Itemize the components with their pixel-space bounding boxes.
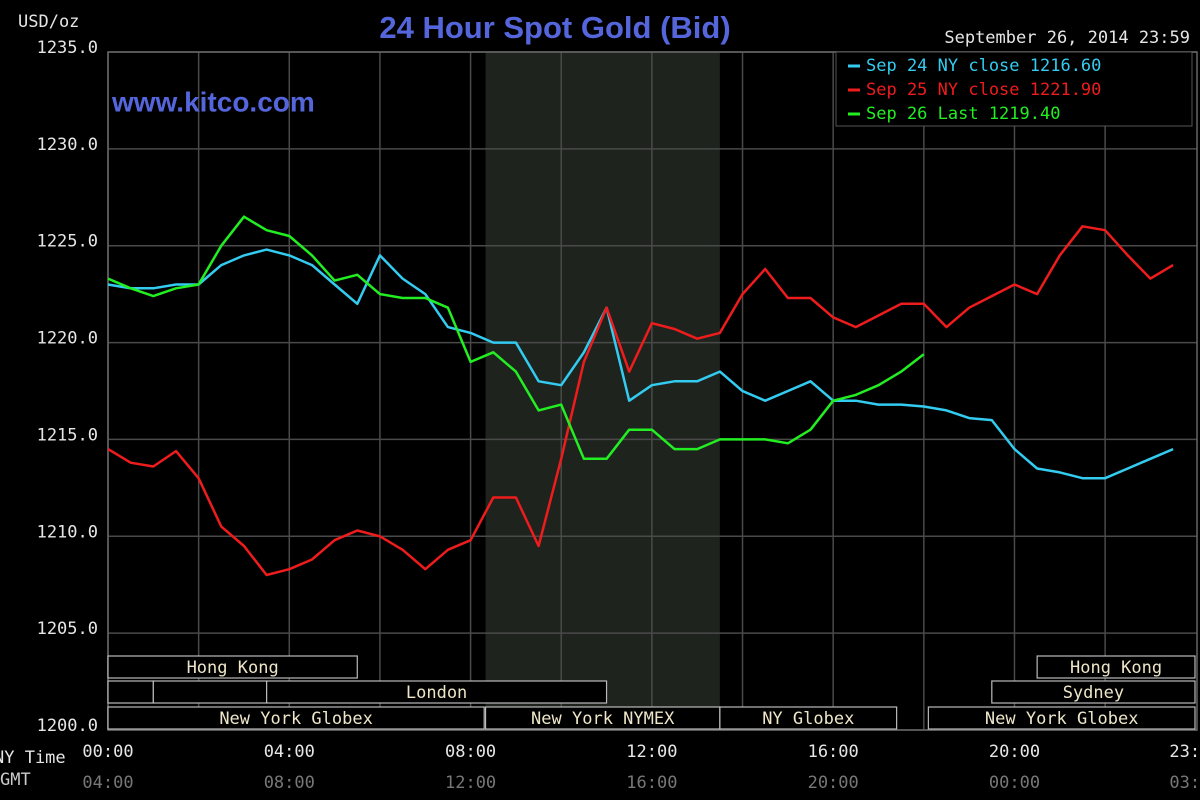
session-box [1036, 655, 1196, 679]
session-label: New York Globex [219, 709, 373, 729]
session-label: New York Globex [985, 709, 1139, 729]
session-box [107, 655, 358, 679]
series-line [107, 248, 1174, 480]
y-tick-label: 1230.0 [37, 135, 98, 155]
session-label: London [406, 683, 467, 703]
x-tick-label: 04:00 [264, 742, 315, 762]
series-line [107, 215, 925, 461]
x-tick-label: 08:00 [445, 742, 496, 762]
x2-tick-label: 00:00 [989, 773, 1040, 793]
y-axis-label: USD/oz [18, 12, 79, 32]
x2-axis-label: GMT [0, 770, 31, 790]
session-label: NY Globex [762, 709, 854, 729]
x-axis-label: NY Time [0, 748, 66, 768]
y-tick-label: 1235.0 [37, 38, 98, 58]
x2-tick-label: 04:00 [82, 773, 133, 793]
chart-title: 24 Hour Spot Gold (Bid) [379, 10, 730, 45]
x-tick-label: 23:59 [1169, 742, 1200, 762]
timestamp: September 26, 2014 23:59 [944, 28, 1190, 48]
y-tick-label: 1225.0 [37, 232, 98, 252]
legend-label: Sep 25 NY close 1221.90 [866, 80, 1101, 100]
session-box [266, 680, 608, 704]
plot-frame [107, 51, 1198, 731]
x2-tick-label: 12:00 [445, 773, 496, 793]
y-tick-label: 1205.0 [37, 619, 98, 639]
x-tick-label: 20:00 [989, 742, 1040, 762]
x2-tick-label: 20:00 [808, 773, 859, 793]
nymex-highlight [485, 52, 720, 730]
session-label: Hong Kong [1070, 658, 1162, 678]
session-label: New York NYMEX [531, 709, 675, 729]
legend-label: Sep 24 NY close 1216.60 [866, 56, 1101, 76]
session-box [152, 680, 268, 704]
session-box [107, 680, 154, 704]
y-tick-label: 1210.0 [37, 522, 98, 542]
y-tick-label: 1215.0 [37, 425, 98, 445]
session-box [927, 706, 1196, 730]
x-tick-label: 00:00 [82, 742, 133, 762]
series-line [107, 225, 1174, 577]
y-tick-label: 1200.0 [37, 716, 98, 736]
x-tick-label: 16:00 [808, 742, 859, 762]
x2-tick-label: 16:00 [626, 773, 677, 793]
session-box [107, 706, 485, 730]
under-layer [107, 51, 1198, 731]
x2-tick-label: 08:00 [264, 773, 315, 793]
y-tick-label: 1220.0 [37, 329, 98, 349]
x2-tick-label: 03:59 [1169, 773, 1200, 793]
session-label: Sydney [1063, 683, 1124, 703]
legend-box [835, 51, 1193, 127]
x-tick-label: 12:00 [626, 742, 677, 762]
session-box [991, 680, 1196, 704]
session-label: Hong Kong [187, 658, 279, 678]
watermark: www.kitco.com [111, 86, 315, 117]
legend-label: Sep 26 Last 1219.40 [866, 104, 1060, 124]
session-box [719, 706, 898, 730]
